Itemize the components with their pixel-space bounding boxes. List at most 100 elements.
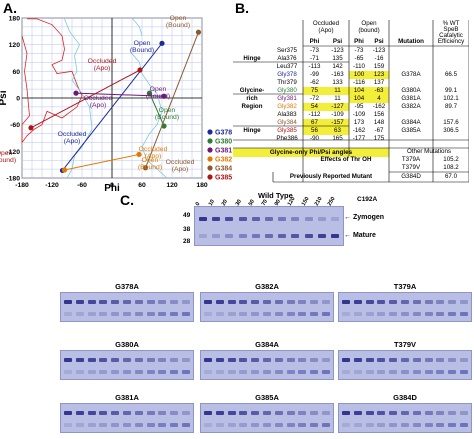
x-axis-label: Phi <box>104 183 120 192</box>
zymogen-band <box>310 411 319 415</box>
mutant-gel <box>200 350 334 380</box>
gel-lane <box>170 406 179 430</box>
header-phi-bound: Phi <box>354 38 364 45</box>
zymogen-band <box>377 358 386 362</box>
mature-band <box>401 370 409 374</box>
mature-band <box>460 370 468 374</box>
zymogen-band <box>310 358 319 362</box>
legend-marker-g381 <box>207 147 213 153</box>
zymogen-band <box>238 217 247 221</box>
mature-band <box>389 312 398 316</box>
gel-lane <box>317 209 326 243</box>
gel-lane <box>215 406 224 430</box>
mature-band <box>75 423 84 427</box>
angle-cell: -90 <box>310 135 319 142</box>
gel-lane <box>286 353 295 377</box>
mw-49: 49 <box>183 212 191 219</box>
mature-band <box>377 370 386 374</box>
region-label <box>233 79 271 87</box>
mutant-gel-label: G384D <box>393 393 417 402</box>
zymogen-band <box>87 358 96 362</box>
gel-lane <box>238 209 247 243</box>
gel-lane <box>436 353 445 377</box>
mature-band <box>274 423 283 427</box>
zymogen-band <box>182 411 190 415</box>
zymogen-band <box>424 358 433 362</box>
wild-type-label: Wild Type <box>258 191 293 200</box>
gel-lane <box>123 295 131 319</box>
region-label <box>233 47 271 55</box>
legend-label-g380: G380 <box>215 139 232 146</box>
legend-marker-g380 <box>207 138 213 144</box>
angle-cell: -71 <box>310 55 319 62</box>
mutation-cell: G384A <box>401 119 421 126</box>
mature-band <box>265 234 273 238</box>
mature-band <box>99 370 108 374</box>
zymogen-band <box>75 411 84 415</box>
prev-mut: G384D <box>401 173 421 180</box>
mature-band <box>227 370 236 374</box>
legend-label-g382: G382 <box>215 157 232 164</box>
state-annotation-1: Open (Bound) <box>130 40 154 54</box>
gel-lane <box>460 295 468 319</box>
mature-band <box>298 312 307 316</box>
mature-band <box>286 423 295 427</box>
gel-lane <box>310 353 319 377</box>
efficiency-cell <box>433 55 469 63</box>
legend-marker-g384 <box>207 165 213 171</box>
angle-cell: -123 <box>331 47 344 54</box>
header-occluded: Occluded <box>312 20 340 27</box>
mature-text: Mature <box>352 232 376 239</box>
mature-band <box>239 312 248 316</box>
zymogen-band <box>123 411 131 415</box>
zymogen-band <box>353 300 362 304</box>
gel-lane <box>182 353 190 377</box>
table-row: Glycine- Gly380 75 11 104 -63 G380A 99.1 <box>233 87 469 95</box>
mutant-gel-label: G381A <box>115 393 139 402</box>
transition-line-0 <box>62 43 163 171</box>
mature-band <box>99 423 108 427</box>
region-label: rich <box>246 95 258 102</box>
apo-point-2 <box>73 90 79 96</box>
mature-band <box>170 423 179 427</box>
table-row: Gly378 -99 -163 100 123 G378A 66.5 <box>233 71 469 79</box>
mature-band <box>215 423 224 427</box>
mature-band <box>64 423 72 427</box>
zymogen-band <box>401 300 409 304</box>
gel-lane <box>377 353 386 377</box>
zymogen-label: ← Zymogen <box>344 214 385 221</box>
angle-cell: -123 <box>372 47 386 54</box>
angle-cell: 56 <box>303 127 326 135</box>
mutant-gel-label: G378A <box>115 282 139 291</box>
gel-lane <box>274 353 283 377</box>
gel-lane <box>263 353 271 377</box>
thr-eff-1: 105.2 <box>443 156 459 163</box>
header-catalytic: Catalytic <box>439 32 463 39</box>
angle-cell: 156 <box>373 111 385 118</box>
mature-band <box>424 423 433 427</box>
gel-lane <box>204 295 212 319</box>
zymogen-band <box>134 300 143 304</box>
zymogen-band <box>322 411 330 415</box>
residue-name: Gly385 <box>277 127 297 134</box>
zymogen-band <box>401 358 409 362</box>
gel-lane <box>64 295 72 319</box>
mw-28: 28 <box>183 238 191 245</box>
header-speb: SpeB <box>443 26 459 33</box>
gel-lane <box>353 353 362 377</box>
angle-cell: 75 <box>303 87 326 95</box>
gel-lane <box>134 353 143 377</box>
zymogen-band <box>123 358 131 362</box>
gel-lane <box>204 406 212 430</box>
zymogen-band <box>401 411 409 415</box>
mature-band <box>215 312 224 316</box>
angle-cell: -65 <box>354 55 364 62</box>
mature-band <box>111 370 120 374</box>
gel-lane <box>322 295 330 319</box>
gel-lane <box>436 406 445 430</box>
angle-cell: 104 <box>349 87 369 95</box>
gel-lane <box>251 295 260 319</box>
gel-lane <box>365 406 374 430</box>
angle-cell: 11 <box>334 95 341 102</box>
mature-band <box>377 423 386 427</box>
